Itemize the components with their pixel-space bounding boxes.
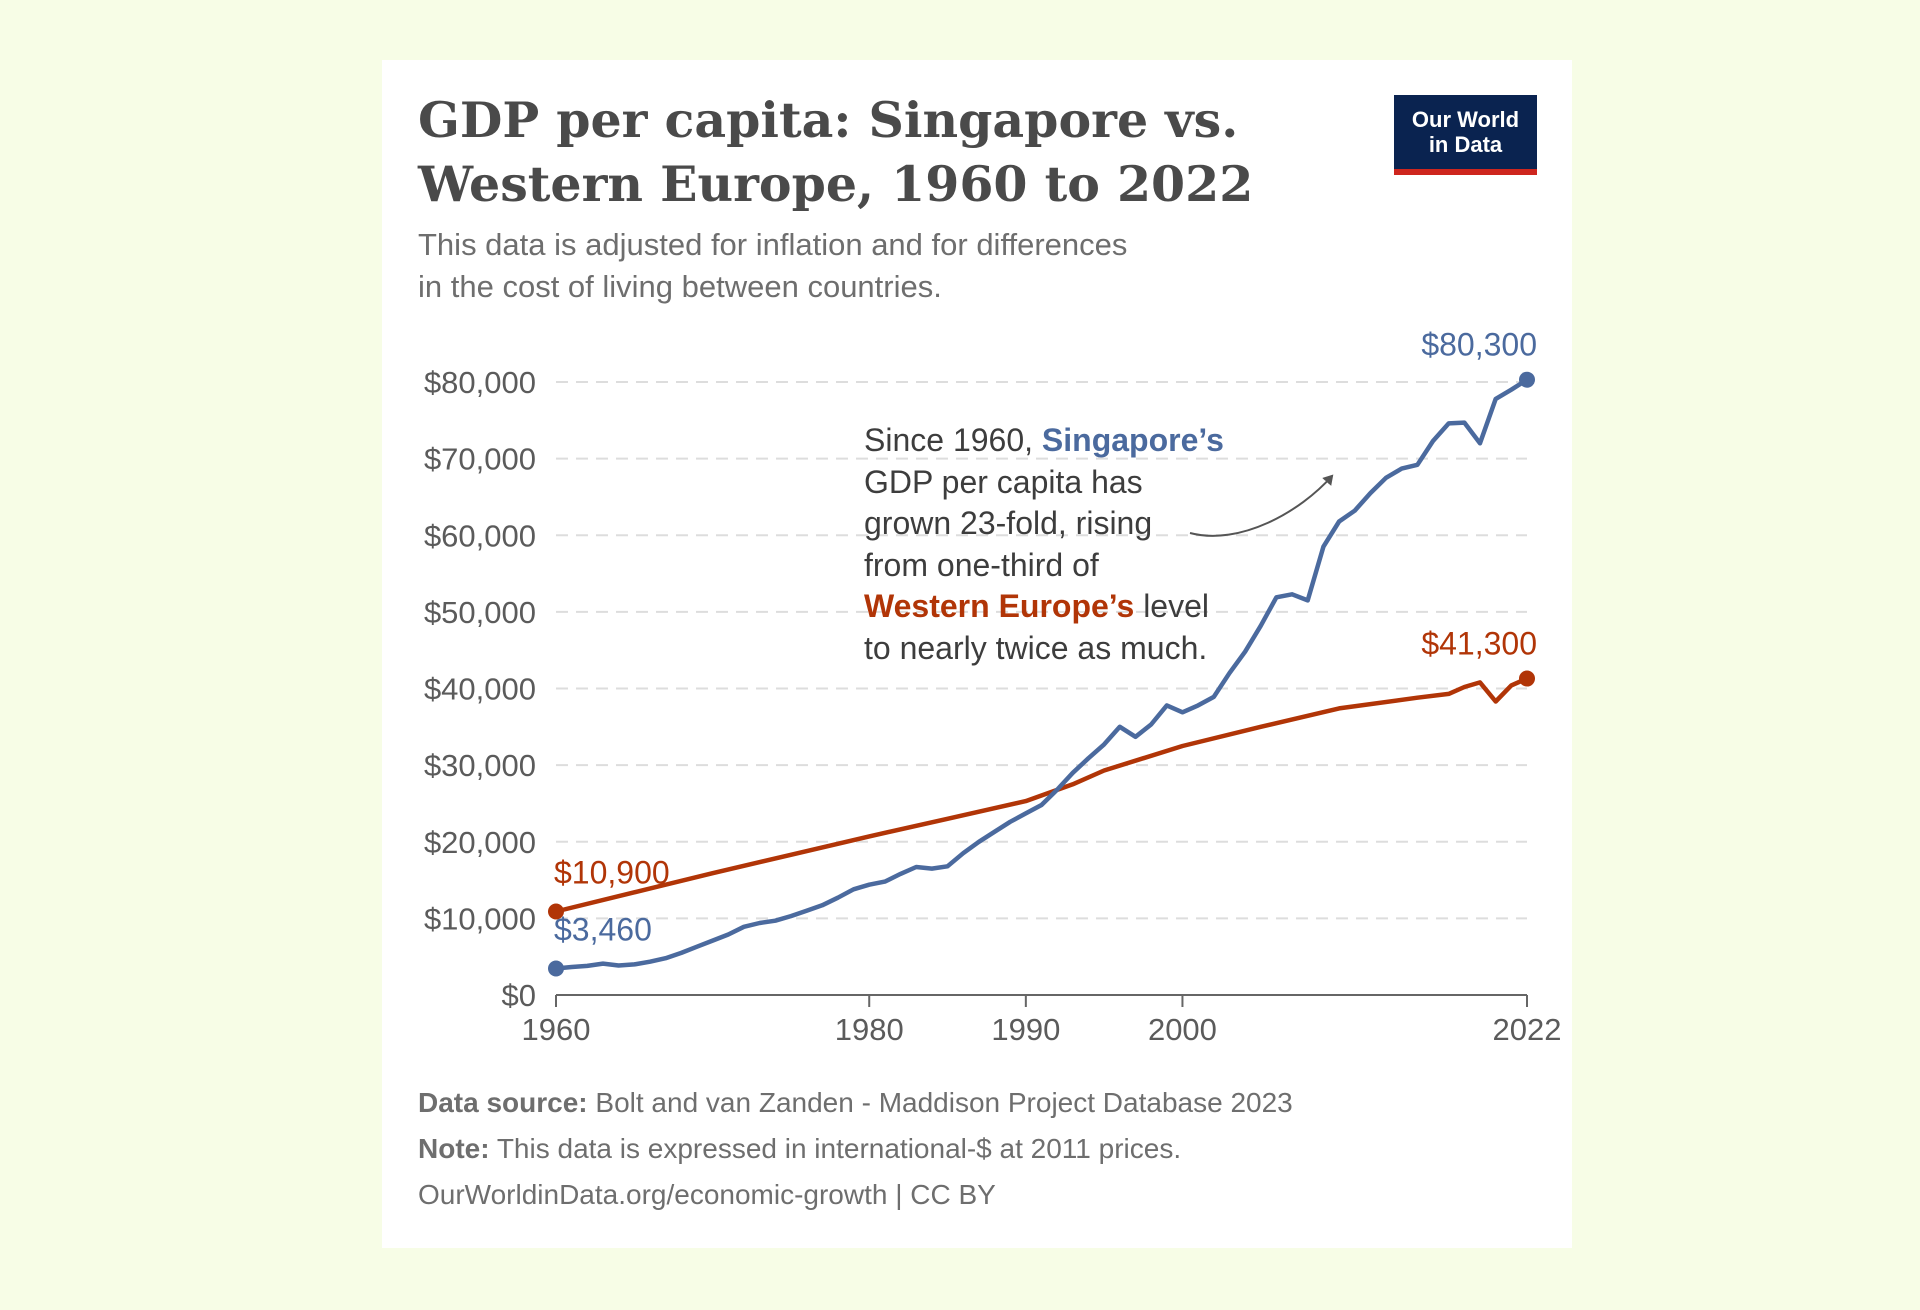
start-point-western-europe <box>548 903 564 920</box>
end-point-western-europe <box>1519 670 1535 687</box>
y-tick-label: $0 <box>502 978 536 1013</box>
chart-footer: Data source: Bolt and van Zanden - Maddi… <box>418 1080 1518 1218</box>
x-tick-label: 2022 <box>1493 1012 1562 1047</box>
chart-subtitle: This data is adjusted for inflation and … <box>418 227 1128 304</box>
y-axis-tick-labels: $0 $10,000 $20,000 $30,000 $40,000 $50,000 $60… <box>424 365 536 1013</box>
y-tick-label: $60,000 <box>424 518 536 553</box>
chart-title: GDP per capita: Singapore vs. Western Eur… <box>418 91 1254 213</box>
data-source-note: Data source: Bolt and van Zanden - Maddi… <box>418 1087 1293 1118</box>
logo-line-2: in Data <box>1428 132 1503 157</box>
x-tick-label: 2000 <box>1148 1012 1217 1047</box>
end-value-label-western-europe: $41,300 <box>1421 626 1537 662</box>
y-tick-label: $80,000 <box>424 365 536 400</box>
annotation-arrow <box>1189 474 1334 537</box>
y-tick-label: $10,000 <box>424 901 536 936</box>
y-tick-label: $40,000 <box>424 672 536 707</box>
start-value-label-singapore: $3,460 <box>554 911 652 947</box>
annotation-singapore: Singapore’s <box>1041 422 1224 458</box>
x-tick-label: 1960 <box>522 1012 591 1047</box>
series-lines: $10,900 $41,300 $3,460 $80,300 <box>548 327 1537 977</box>
end-point-singapore <box>1519 371 1535 388</box>
x-axis-tick-labels: 1960 1980 1990 2000 2022 <box>522 1012 1562 1047</box>
logo-line-1: Our World <box>1411 107 1520 132</box>
y-tick-label: $50,000 <box>424 595 536 630</box>
source-url[interactable]: OurWorldinData.org/economic-growth | CC … <box>418 1179 996 1210</box>
start-value-label-western-europe: $10,900 <box>554 854 670 890</box>
x-axis <box>555 994 1528 1007</box>
x-tick-label: 1980 <box>835 1012 904 1047</box>
x-tick-label: 1990 <box>991 1012 1060 1047</box>
units-note: Note: This data is expressed in internat… <box>418 1133 1182 1164</box>
series-line-western-europe <box>553 676 1530 914</box>
owid-logo[interactable]: Our World in Data <box>1394 95 1537 175</box>
grid-lines <box>556 381 1527 920</box>
series-line-singapore <box>553 377 1530 971</box>
end-value-label-singapore: $80,300 <box>1421 327 1537 363</box>
chart-annotation: Since 1960, Singapore’s GDP per capita h… <box>864 422 1224 666</box>
start-point-singapore <box>548 960 564 977</box>
y-tick-label: $20,000 <box>424 825 536 860</box>
annotation-western-europe: Western Europe’s <box>864 588 1135 624</box>
y-tick-label: $70,000 <box>424 442 536 477</box>
chart-card <box>382 60 1572 1248</box>
y-tick-label: $30,000 <box>424 748 536 783</box>
